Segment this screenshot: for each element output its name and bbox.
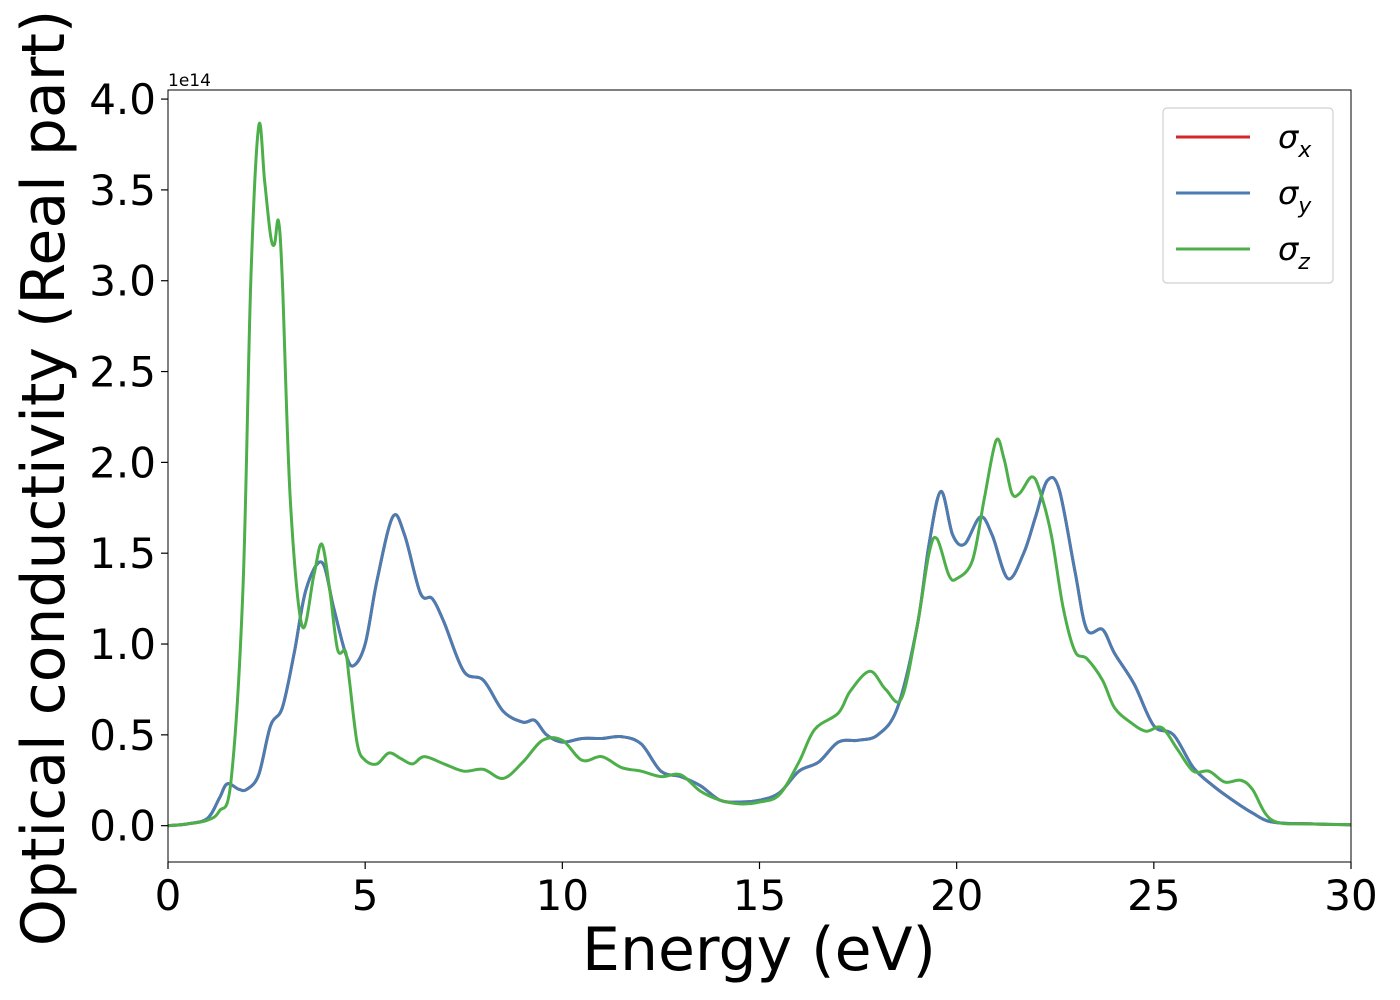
legend-label-sigma-z: σz [1278, 230, 1310, 275]
series-lines [167, 121, 1352, 828]
x-tick-label: 30 [1324, 871, 1377, 920]
x-tick-label: 20 [930, 871, 983, 920]
x-tick-label: 0 [155, 871, 182, 920]
legend-box [1162, 107, 1334, 284]
series-line-sigma-z [167, 121, 1352, 828]
y-tick-label: 1.5 [89, 529, 156, 578]
x-tick-label: 25 [1127, 871, 1180, 920]
y-tick-label: 0.5 [89, 711, 156, 760]
x-axis-ticks: 0 5 10 15 20 25 30 [155, 862, 1378, 920]
y-tick-label: 3.5 [89, 166, 156, 215]
y-tick-label: 0.0 [89, 802, 156, 851]
y-tick-label: 4.0 [89, 75, 156, 124]
legend-label-sigma-y: σy [1278, 174, 1312, 219]
y-tick-label: 3.0 [89, 257, 156, 306]
y-axis-offset-label: 1e14 [168, 71, 211, 91]
y-tick-label: 2.0 [89, 438, 156, 487]
series-line-sigma-y [167, 475, 1352, 828]
y-axis-ticks: 0.0 0.5 1.0 1.5 2.0 2.5 3.0 3.5 4.0 [89, 75, 168, 851]
legend-label-sigma-x: σx [1278, 118, 1312, 163]
y-axis-label: Optical conductivity (Real part) [9, 10, 79, 947]
x-axis-label: Energy (eV) [582, 915, 936, 985]
legend: σx σy σz [1162, 107, 1334, 284]
y-tick-label: 2.5 [89, 348, 156, 397]
x-tick-label: 10 [536, 871, 589, 920]
x-tick-label: 15 [733, 871, 786, 920]
y-tick-label: 1.0 [89, 620, 156, 669]
x-tick-label: 5 [352, 871, 379, 920]
